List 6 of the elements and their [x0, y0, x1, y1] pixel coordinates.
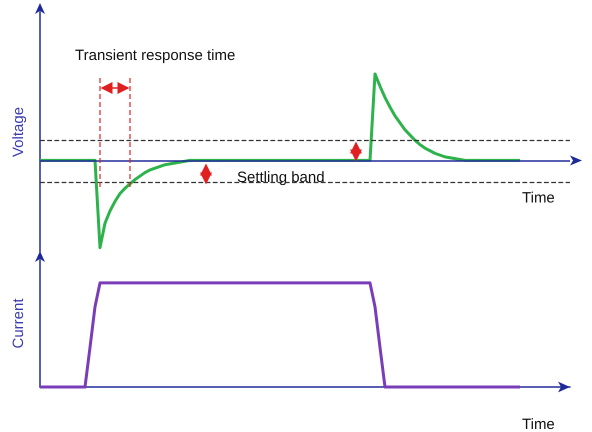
text: Transient response time: [75, 47, 236, 64]
y-axis-title: Current: [10, 298, 27, 349]
x-axis-title: Time: [522, 416, 555, 432]
annotation: Settling band: [237, 169, 325, 186]
y-axis-title: Voltage: [10, 106, 27, 158]
x-axis-title: Time: [522, 189, 555, 206]
